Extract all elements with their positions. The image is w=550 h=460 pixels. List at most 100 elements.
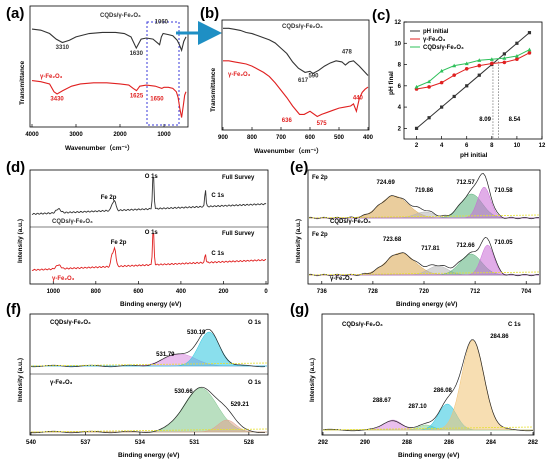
chart-c-point-1-6 — [490, 61, 494, 66]
chart-g-xtick-5: 282 — [528, 440, 539, 446]
chart-b-xtick-4: 500 — [334, 135, 345, 141]
chart-d-ylabel: Intensity (a.u.) — [17, 219, 24, 263]
chart-g-ylabel: Intensity (a.u.) — [309, 358, 316, 402]
chart-c-ytick-2: 6 — [398, 84, 402, 90]
chart-d-xtick-1: 800 — [91, 289, 102, 295]
chart-g-envelope — [322, 339, 534, 432]
chart-b-annotation-4: 636 — [282, 118, 293, 124]
chart-c-point-0-7 — [502, 52, 506, 56]
chart-d-xtick-0: 1000 — [47, 289, 61, 295]
chart-f-bottom-legend: γ-Fe₂O₃ — [50, 380, 73, 386]
chart-a-annotation-3: 3430 — [50, 97, 64, 103]
chart-c-xtick-5: 12 — [539, 143, 546, 149]
chart-c-series-2 — [416, 49, 530, 88]
chart-b-series-1 — [223, 60, 369, 118]
chart-c-point-2-4 — [464, 61, 469, 66]
chart-c-xtick-4: 10 — [514, 143, 521, 149]
chart-f-peak-1-0: 530.66 — [174, 389, 193, 395]
chart-b-plot-area — [221, 19, 370, 131]
chart-b-xtick-5: 400 — [363, 135, 374, 141]
chart-e-bottom-legend: γ-Fe₂O₃ — [330, 276, 353, 282]
chart-g-peak-1: 286.08 — [434, 388, 453, 394]
chart-c-point-1-3 — [452, 73, 456, 77]
chart-d-peak-0-1: Fe 2p — [101, 195, 117, 201]
chart-b-annotation-1: 590 — [308, 74, 319, 80]
chart-c-point-1-9 — [527, 51, 532, 55]
chart-e-xtick-3: 712 — [470, 289, 481, 295]
chart-b-xlabel: Wavenumber（cm⁻¹） — [254, 147, 323, 155]
chart-b-xtick-2: 700 — [276, 135, 287, 141]
panel-d-letter: (d) — [6, 159, 25, 176]
chart-c-ytick-4: 10 — [394, 41, 401, 47]
chart-g: 284.86 286.08 287.10 288.67 292 290 288 286 284… — [309, 313, 539, 459]
chart-d-bottom-legend: γ-Fe₂O₃ — [52, 276, 75, 282]
chart-b-ylabel: Transmittance — [210, 68, 217, 112]
chart-c-point-0-0 — [414, 126, 419, 130]
chart-g-plot-area — [321, 313, 535, 436]
chart-f-xtick-3: 531 — [189, 440, 200, 446]
chart-c-legend-0: pH initial — [423, 29, 449, 35]
chart-g-legend: CQDs/γ-Fe₂O₃ — [342, 322, 383, 328]
chart-f-plot-area — [29, 313, 269, 436]
chart-c-ytick-3: 8 — [398, 63, 402, 69]
chart-f-bottom-title: O 1s — [248, 380, 262, 386]
panel-b-letter: (b) — [200, 5, 219, 22]
chart-e-bottom-baseline — [308, 271, 540, 276]
chart-a-xtick-3: 1000 — [157, 132, 171, 138]
chart-c-ytick-1: 4 — [398, 105, 402, 111]
chart-e-top-legend: CQDs/γ-Fe₂O₃ — [330, 219, 371, 225]
chart-f-bottom-envelope — [30, 386, 265, 434]
chart-f: 530.19 531.79 530.66 529.21 540 537 534 531 528… — [17, 313, 269, 459]
chart-b-annotation-2: 478 — [342, 50, 353, 56]
chart-a-annotation-0: 3310 — [56, 45, 70, 51]
chart-g-xtick-4: 284 — [486, 440, 497, 446]
chart-c-vline-label-1: 8.54 — [509, 117, 521, 123]
chart-f-top-envelope — [30, 328, 266, 368]
chart-g-peak-3: 288.67 — [373, 398, 392, 404]
chart-e-peak-0-1: 719.86 — [415, 188, 434, 194]
chart-d-series-0 — [31, 177, 267, 215]
chart-d-top-legend: CQDs/γ-Fe₂O₃ — [52, 219, 93, 225]
chart-c-xtick-0: 2 — [415, 143, 419, 149]
chart-e-peak-0-0: 724.69 — [376, 180, 395, 186]
chart-e-xtick-4: 704 — [521, 289, 532, 295]
chart-e-top-title: Fe 2p — [312, 175, 328, 181]
chart-g-xlabel: Binding energy (eV) — [398, 452, 459, 459]
chart-a-series-1 — [31, 80, 187, 118]
chart-d-xtick-3: 400 — [176, 289, 187, 295]
chart-e-top-baseline — [308, 214, 540, 219]
panel-e-letter: (e) — [290, 159, 308, 176]
chart-b-annotation-0: 617 — [298, 78, 309, 84]
chart-a-annotation-5: 1650 — [150, 97, 164, 103]
chart-f-top-title: O 1s — [248, 320, 262, 326]
chart-c-xtick-2: 6 — [465, 143, 469, 149]
chart-f-peak-0-1: 531.79 — [156, 352, 175, 358]
chart-c-legend-1: γ-Fe₂O₃ — [423, 37, 446, 43]
chart-e-xlabel: Binding energy (eV) — [396, 301, 457, 308]
chart-d-bottom-title: Full Survey — [222, 231, 255, 237]
chart-b-annotation-5: 575 — [317, 121, 328, 127]
chart-c-series-1 — [416, 52, 530, 90]
chart-f-xtick-1: 537 — [80, 440, 91, 446]
chart-c-ytick-0: 2 — [398, 126, 402, 132]
chart-c-ytick-5: 12 — [394, 20, 401, 26]
chart-e-xtick-1: 728 — [368, 289, 379, 295]
chart-f-top-baseline — [30, 362, 268, 367]
chart-f-top-legend: CQDs/γ-Fe₂O₃ — [50, 320, 91, 326]
chart-d-xlabel: Binding energy (eV) — [120, 301, 181, 308]
chart-a-annotation-4: 1625 — [130, 93, 144, 99]
chart-c-point-2-9 — [527, 47, 532, 52]
panel-a-letter: (a) — [6, 5, 24, 22]
chart-e-peak-0-3: 710.58 — [494, 188, 513, 194]
chart-e-xtick-2: 720 — [419, 289, 430, 295]
chart-c-point-0-4 — [465, 84, 469, 88]
chart-c-point-1-2 — [439, 80, 444, 85]
chart-c-point-0-8 — [515, 41, 519, 45]
chart-d-xtick-4: 200 — [218, 289, 229, 295]
panel-f-letter: (f) — [6, 301, 21, 318]
chart-b-series-0 — [223, 27, 369, 76]
chart-e-peak-0-2: 712.57 — [456, 180, 475, 186]
chart-c-point-2-8 — [514, 54, 519, 58]
